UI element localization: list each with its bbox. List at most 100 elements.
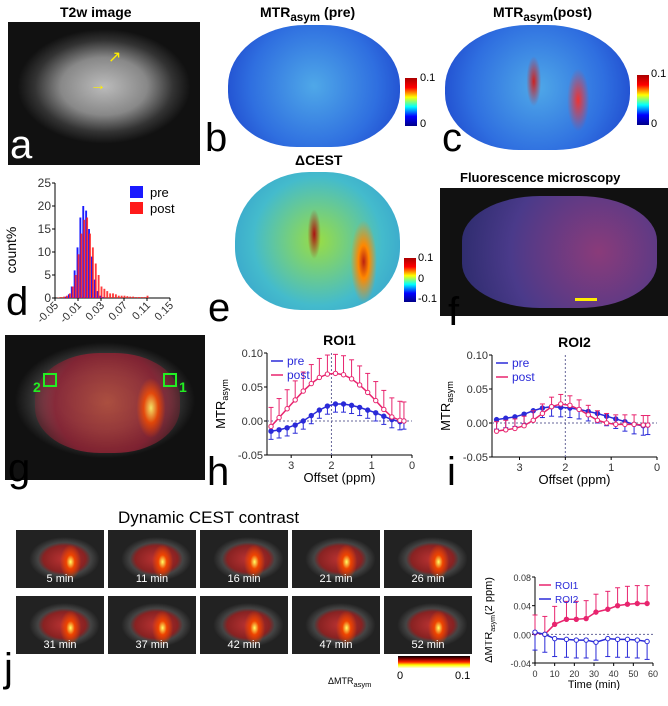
data-point xyxy=(593,639,599,645)
frame-time-label: 42 min xyxy=(227,639,261,651)
roi1-box xyxy=(163,373,177,387)
data-point xyxy=(532,629,538,635)
dynamic-frame: 52 min xyxy=(384,596,472,654)
legend-label: post xyxy=(150,201,175,216)
data-point xyxy=(613,421,619,428)
histogram-bar xyxy=(132,296,135,298)
panel-letter: c xyxy=(442,116,462,160)
x-tick-label: 0.15 xyxy=(152,300,176,324)
data-point xyxy=(503,427,509,433)
series-line xyxy=(534,602,648,636)
histogram-bar xyxy=(112,293,114,298)
data-point xyxy=(551,635,558,642)
panel-b-title: MTRasym (pre) xyxy=(260,4,356,24)
data-point xyxy=(640,422,646,428)
histogram-bar xyxy=(86,217,89,298)
data-point xyxy=(573,616,580,622)
dynamic-frame: 16 min xyxy=(200,530,288,588)
x-tick-label: 0 xyxy=(409,460,415,472)
legend-label: pre xyxy=(150,185,169,200)
data-point xyxy=(401,418,407,424)
histogram-bar xyxy=(120,295,123,298)
y-tick-label: 0.04 xyxy=(513,602,531,612)
histogram-bar xyxy=(68,293,71,298)
data-point xyxy=(631,421,637,428)
histogram-bar xyxy=(91,247,94,298)
x-tick-label: 20 xyxy=(569,669,579,679)
mtr-pre-map xyxy=(228,25,400,147)
data-point xyxy=(493,416,500,423)
histogram-bar xyxy=(100,286,103,298)
dynamic-frame: 42 min xyxy=(200,596,288,654)
panel-letter: a xyxy=(10,123,33,167)
x-tick-label: 3 xyxy=(516,462,522,474)
histogram-bar xyxy=(93,279,96,298)
panel-j-title: Dynamic CEST contrast xyxy=(118,508,300,527)
panel-letter: b xyxy=(205,116,228,160)
x-tick-label: 0 xyxy=(654,462,660,474)
y-axis-label: MTRasym xyxy=(440,381,455,431)
data-point xyxy=(292,397,298,403)
histogram-bar xyxy=(77,254,80,298)
data-point xyxy=(605,635,611,642)
y-tick-label: 0.05 xyxy=(467,384,488,396)
dynamic-thumbnail-grid: 5 min 11 min 16 min 21 min 26 min 31 min 37 mi… xyxy=(16,530,476,655)
histogram-bar xyxy=(89,233,91,298)
x-tick-label: 0.03 xyxy=(83,300,107,324)
histogram-bar xyxy=(85,210,88,298)
colorbar-tick: 0.1 xyxy=(455,670,471,682)
dynamic-frame: 26 min xyxy=(384,530,472,588)
chart-title: ROI2 xyxy=(558,334,591,350)
y-tick-label: 0.10 xyxy=(242,348,263,360)
data-point xyxy=(348,402,355,409)
y-tick-label: 5 xyxy=(44,268,51,282)
histogram-bar xyxy=(88,229,90,298)
data-point xyxy=(493,428,500,434)
x-tick-label: 0.07 xyxy=(106,300,130,324)
dynamic-frame: 5 min xyxy=(16,530,104,588)
x-tick-label: 50 xyxy=(628,669,638,679)
data-point xyxy=(373,397,379,404)
histogram-bar xyxy=(114,294,117,298)
arrow-icon: ↗ xyxy=(108,49,122,66)
data-point xyxy=(605,606,611,612)
colorbar-tick: 0 xyxy=(651,118,658,130)
x-tick-label: 40 xyxy=(609,669,619,679)
frame-time-label: 52 min xyxy=(411,639,445,651)
fluorescence-image xyxy=(440,188,668,316)
y-tick-label: 25 xyxy=(38,176,52,190)
data-point xyxy=(300,418,306,424)
colorbar xyxy=(405,78,417,126)
data-point xyxy=(284,425,290,431)
y-tick-label: 15 xyxy=(38,222,52,236)
data-point xyxy=(356,404,363,411)
y-tick-label: 0.05 xyxy=(242,382,263,394)
data-point xyxy=(512,425,518,432)
panel-letter: d xyxy=(6,280,29,324)
data-point xyxy=(634,600,640,607)
data-point xyxy=(340,401,347,407)
y-tick-label: 0.08 xyxy=(513,573,531,583)
x-tick-label: 0.11 xyxy=(130,300,153,323)
dynamic-frame: 37 min xyxy=(108,596,196,654)
histogram-bar xyxy=(82,206,85,298)
frame-time-label: 37 min xyxy=(135,639,169,651)
data-point xyxy=(324,403,331,409)
dynamic-frame: 21 min xyxy=(292,530,380,588)
histogram-bar xyxy=(66,295,68,298)
roi-label: 2 xyxy=(33,379,41,395)
data-point xyxy=(593,609,599,615)
dynamic-frame: 11 min xyxy=(108,530,196,588)
data-point xyxy=(573,637,580,643)
frame-time-label: 21 min xyxy=(319,573,353,585)
frame-time-label: 5 min xyxy=(46,573,74,585)
legend-label: pre xyxy=(512,356,530,370)
histogram-bar xyxy=(140,297,143,298)
legend-swatch xyxy=(130,202,143,214)
data-point xyxy=(645,422,651,428)
histogram-bar xyxy=(65,296,67,298)
x-tick-label: 2 xyxy=(328,460,334,472)
data-point xyxy=(594,417,601,423)
panel-f-title: Fluorescence microscopy xyxy=(460,170,621,185)
data-point xyxy=(356,382,363,388)
